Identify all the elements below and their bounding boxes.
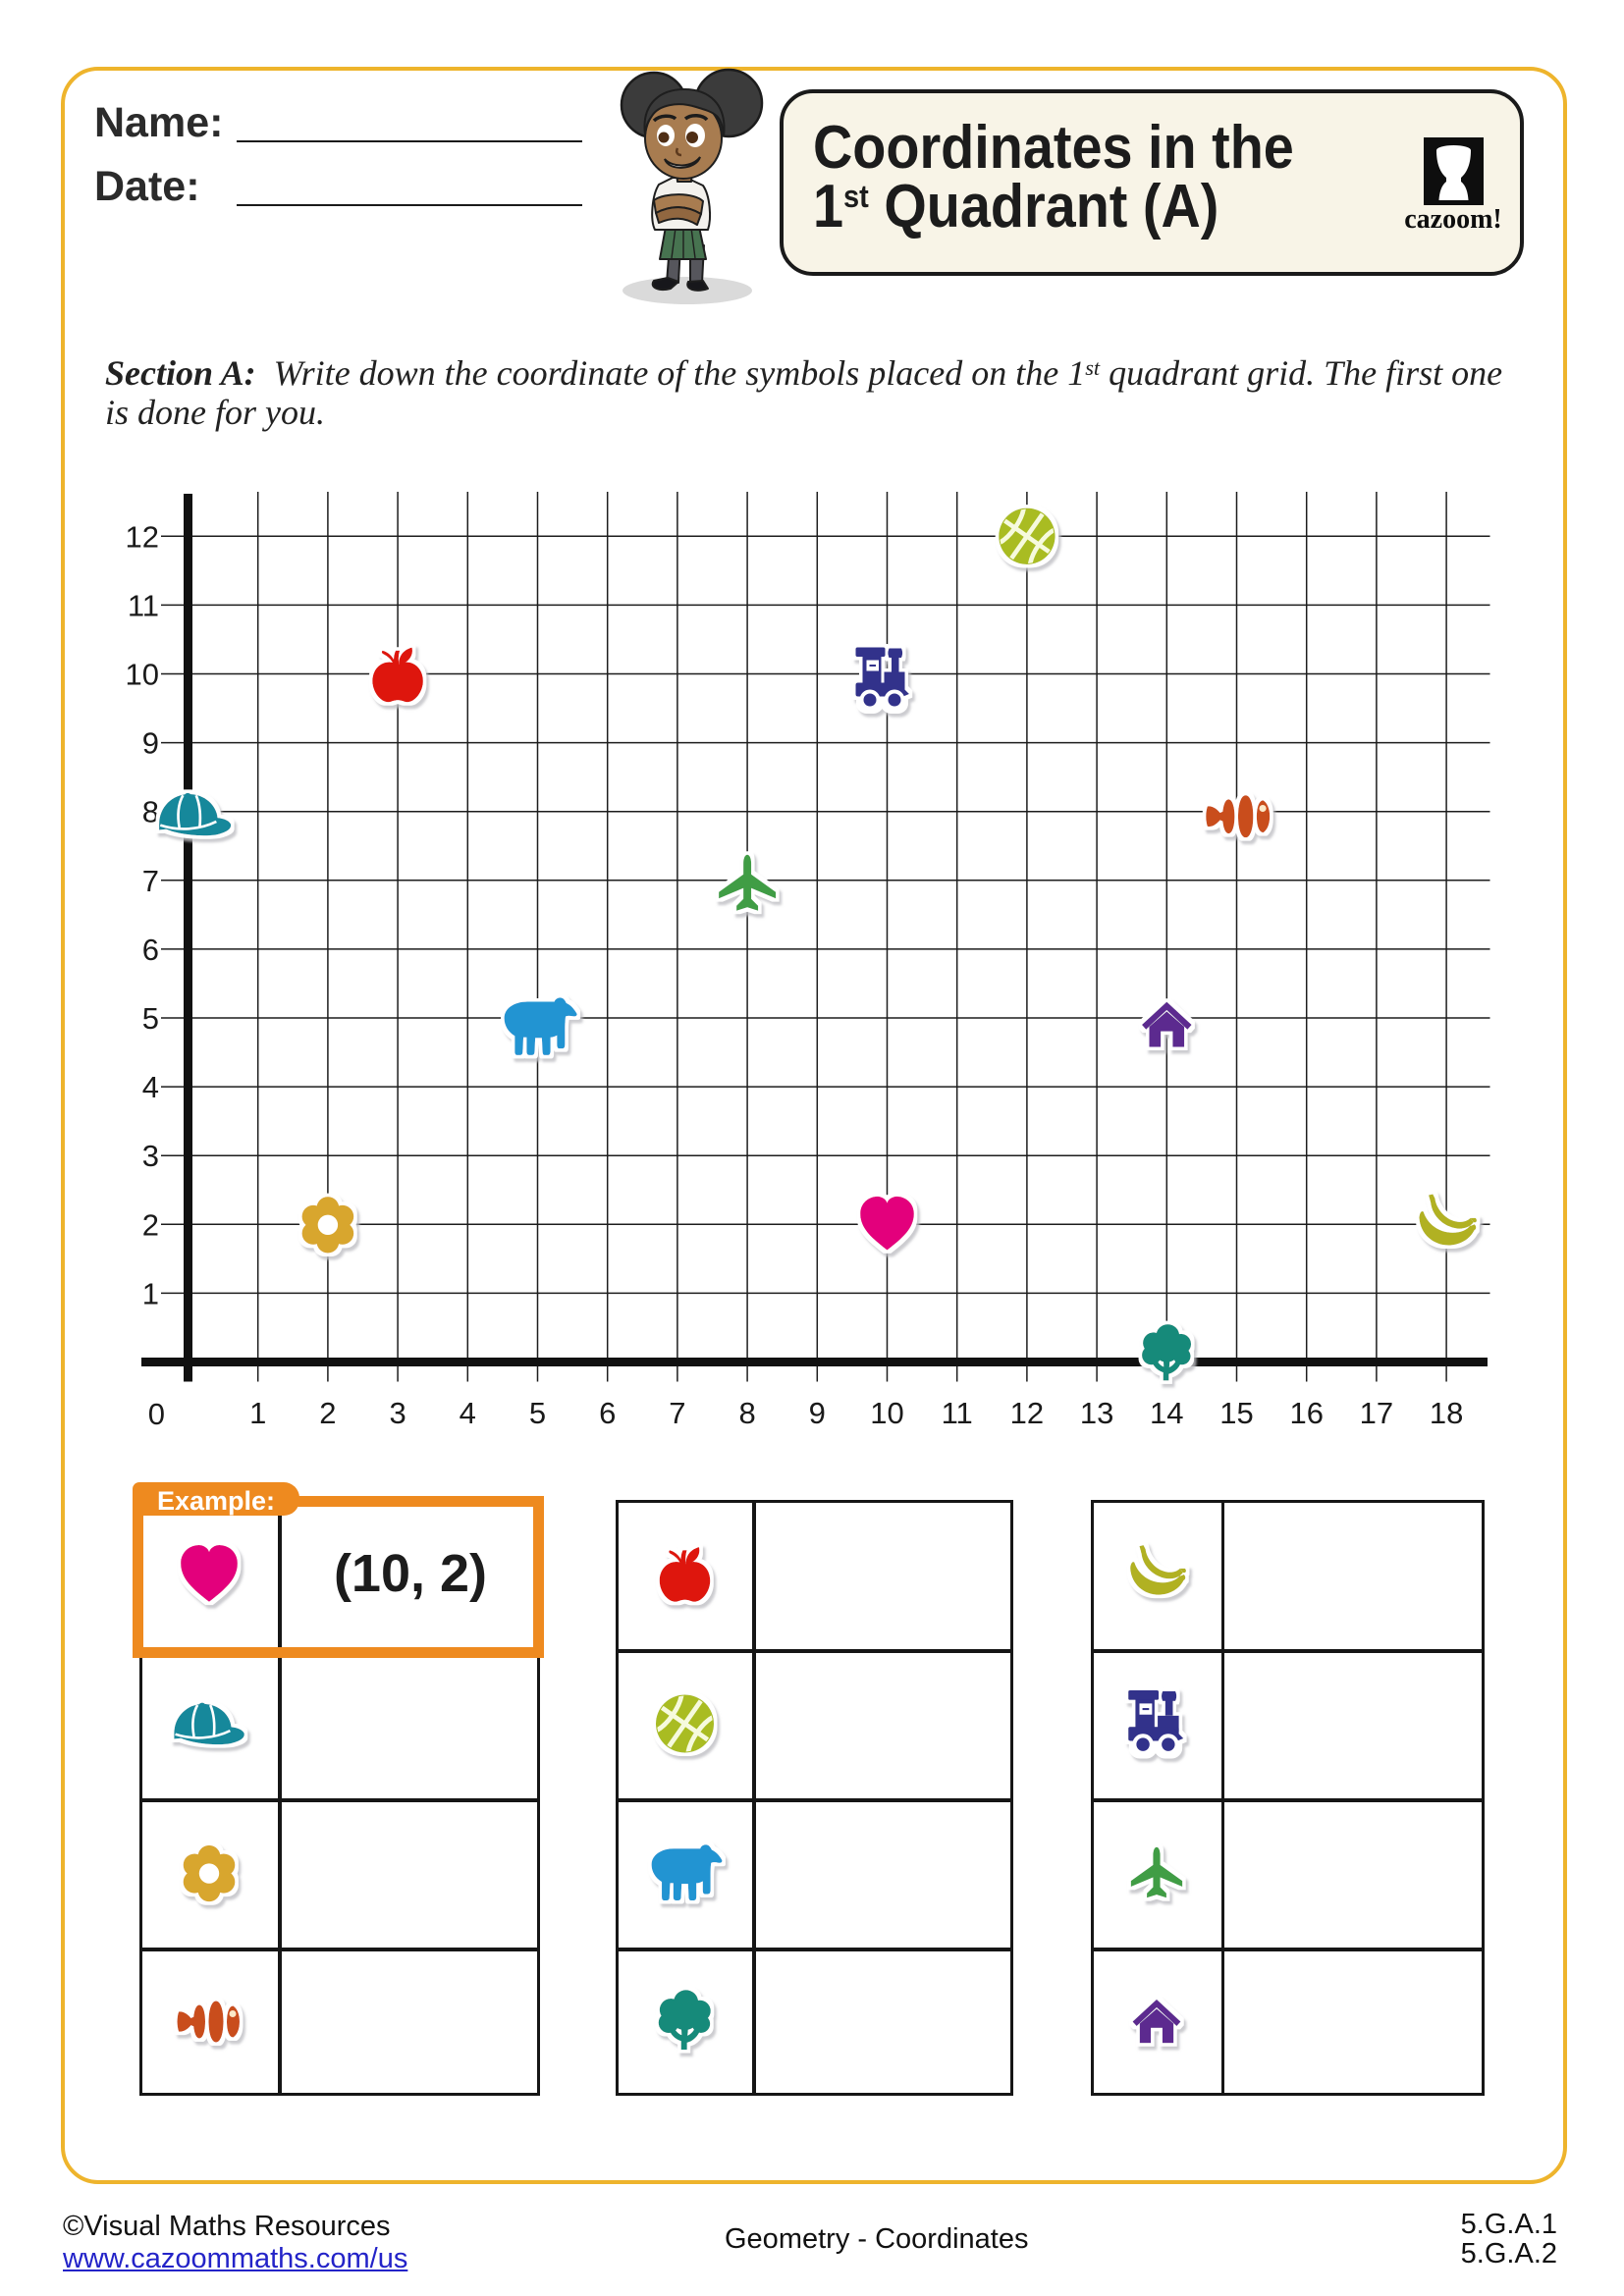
svg-text:13: 13 [1080, 1396, 1113, 1430]
svg-text:3: 3 [389, 1396, 406, 1430]
svg-text:7: 7 [142, 864, 159, 898]
svg-text:12: 12 [1010, 1396, 1044, 1430]
svg-text:6: 6 [599, 1396, 616, 1430]
svg-text:17: 17 [1360, 1396, 1393, 1430]
svg-text:11: 11 [128, 588, 159, 622]
svg-text:5: 5 [529, 1396, 546, 1430]
svg-text:4: 4 [460, 1396, 476, 1430]
svg-text:2: 2 [319, 1396, 336, 1430]
svg-text:1: 1 [249, 1396, 266, 1430]
svg-text:16: 16 [1289, 1396, 1323, 1430]
svg-text:18: 18 [1430, 1396, 1463, 1430]
svg-text:7: 7 [669, 1396, 685, 1430]
svg-text:5: 5 [142, 1001, 159, 1036]
svg-text:11: 11 [942, 1396, 973, 1430]
svg-text:2: 2 [142, 1207, 159, 1242]
svg-text:4: 4 [142, 1070, 159, 1104]
svg-text:1: 1 [142, 1276, 159, 1310]
svg-text:10: 10 [126, 658, 159, 692]
svg-text:15: 15 [1219, 1396, 1253, 1430]
svg-text:9: 9 [809, 1396, 826, 1430]
svg-text:3: 3 [142, 1139, 159, 1173]
svg-text:12: 12 [126, 519, 159, 554]
svg-text:10: 10 [870, 1396, 903, 1430]
svg-text:6: 6 [142, 933, 159, 967]
svg-text:9: 9 [142, 726, 159, 761]
svg-text:14: 14 [1150, 1396, 1183, 1430]
svg-text:8: 8 [142, 795, 159, 829]
svg-text:8: 8 [738, 1396, 755, 1430]
svg-text:0: 0 [148, 1397, 165, 1431]
